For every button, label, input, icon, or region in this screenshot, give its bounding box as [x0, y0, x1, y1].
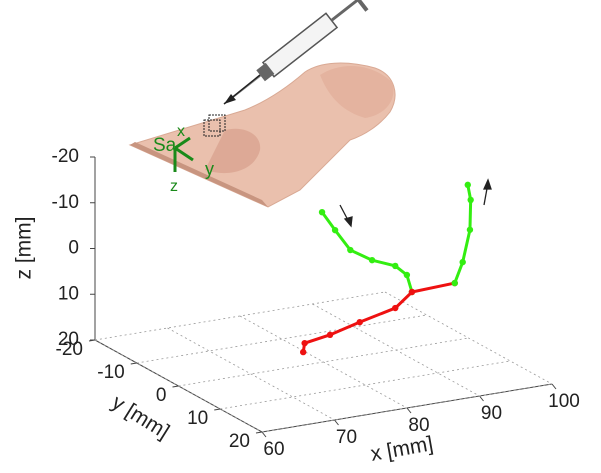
- grid-line: [179, 338, 469, 386]
- trajectory-point: [460, 259, 466, 265]
- trajectory-point: [404, 272, 410, 278]
- tick-mark: [552, 384, 556, 389]
- trajectory-point: [301, 340, 307, 346]
- tick-mark: [262, 432, 266, 437]
- z-axis-title: z [mm]: [13, 217, 36, 280]
- trajectory: [303, 283, 455, 352]
- figure: Sa x y z 60708090100-20-1001020-20-10010…: [0, 0, 601, 473]
- x-tick-label: 60: [263, 439, 284, 460]
- z-tick-label: 20: [58, 329, 79, 350]
- trajectory-point: [392, 263, 398, 269]
- tick-mark: [173, 386, 179, 387]
- tick-mark: [214, 409, 220, 410]
- y-tick-label: 20: [229, 431, 250, 452]
- trajectory-point: [332, 227, 338, 233]
- frame-axis: z: [170, 178, 178, 195]
- x-tick-label: 90: [481, 403, 502, 424]
- frame-axis: x: [177, 123, 185, 140]
- trajectory-point: [357, 319, 363, 325]
- trajectory-point: [452, 280, 458, 286]
- y-tick-label: 10: [187, 408, 208, 429]
- x-tick-label: 70: [336, 427, 357, 448]
- tick-mark: [335, 420, 339, 425]
- trajectory: [322, 212, 412, 292]
- z-tick-label: -10: [52, 192, 79, 213]
- x-tick-label: 100: [548, 391, 580, 412]
- x-axis-title: x [mm]: [369, 432, 435, 466]
- y-tick-label: 0: [156, 385, 167, 406]
- y-tick-label: -10: [97, 362, 124, 383]
- tick-mark: [131, 363, 137, 364]
- grid-line: [220, 361, 510, 409]
- frame-origin: Sa: [153, 135, 177, 156]
- tick-mark: [407, 408, 411, 413]
- tick-mark: [256, 432, 262, 433]
- grid-line: [137, 315, 427, 363]
- page: {"chart_data": { "type": "line3d", "xlab…: [0, 0, 601, 473]
- trajectory-point: [467, 227, 473, 233]
- trajectory-point: [369, 257, 375, 263]
- tick-mark: [480, 396, 484, 401]
- trajectory-point: [392, 305, 398, 311]
- trajectory-point: [465, 182, 471, 188]
- z-tick-label: -20: [52, 146, 79, 167]
- trajectory-point: [347, 247, 353, 253]
- trajectory-point: [467, 197, 473, 203]
- frame-axis: y: [205, 159, 214, 179]
- trajectory-point: [409, 289, 415, 295]
- trajectory-point: [300, 349, 306, 355]
- z-tick-label: 10: [58, 283, 79, 304]
- grid-line: [95, 292, 385, 340]
- trajectory-point: [327, 332, 333, 338]
- trajectory-point: [319, 209, 325, 215]
- z-tick-label: 0: [68, 238, 79, 259]
